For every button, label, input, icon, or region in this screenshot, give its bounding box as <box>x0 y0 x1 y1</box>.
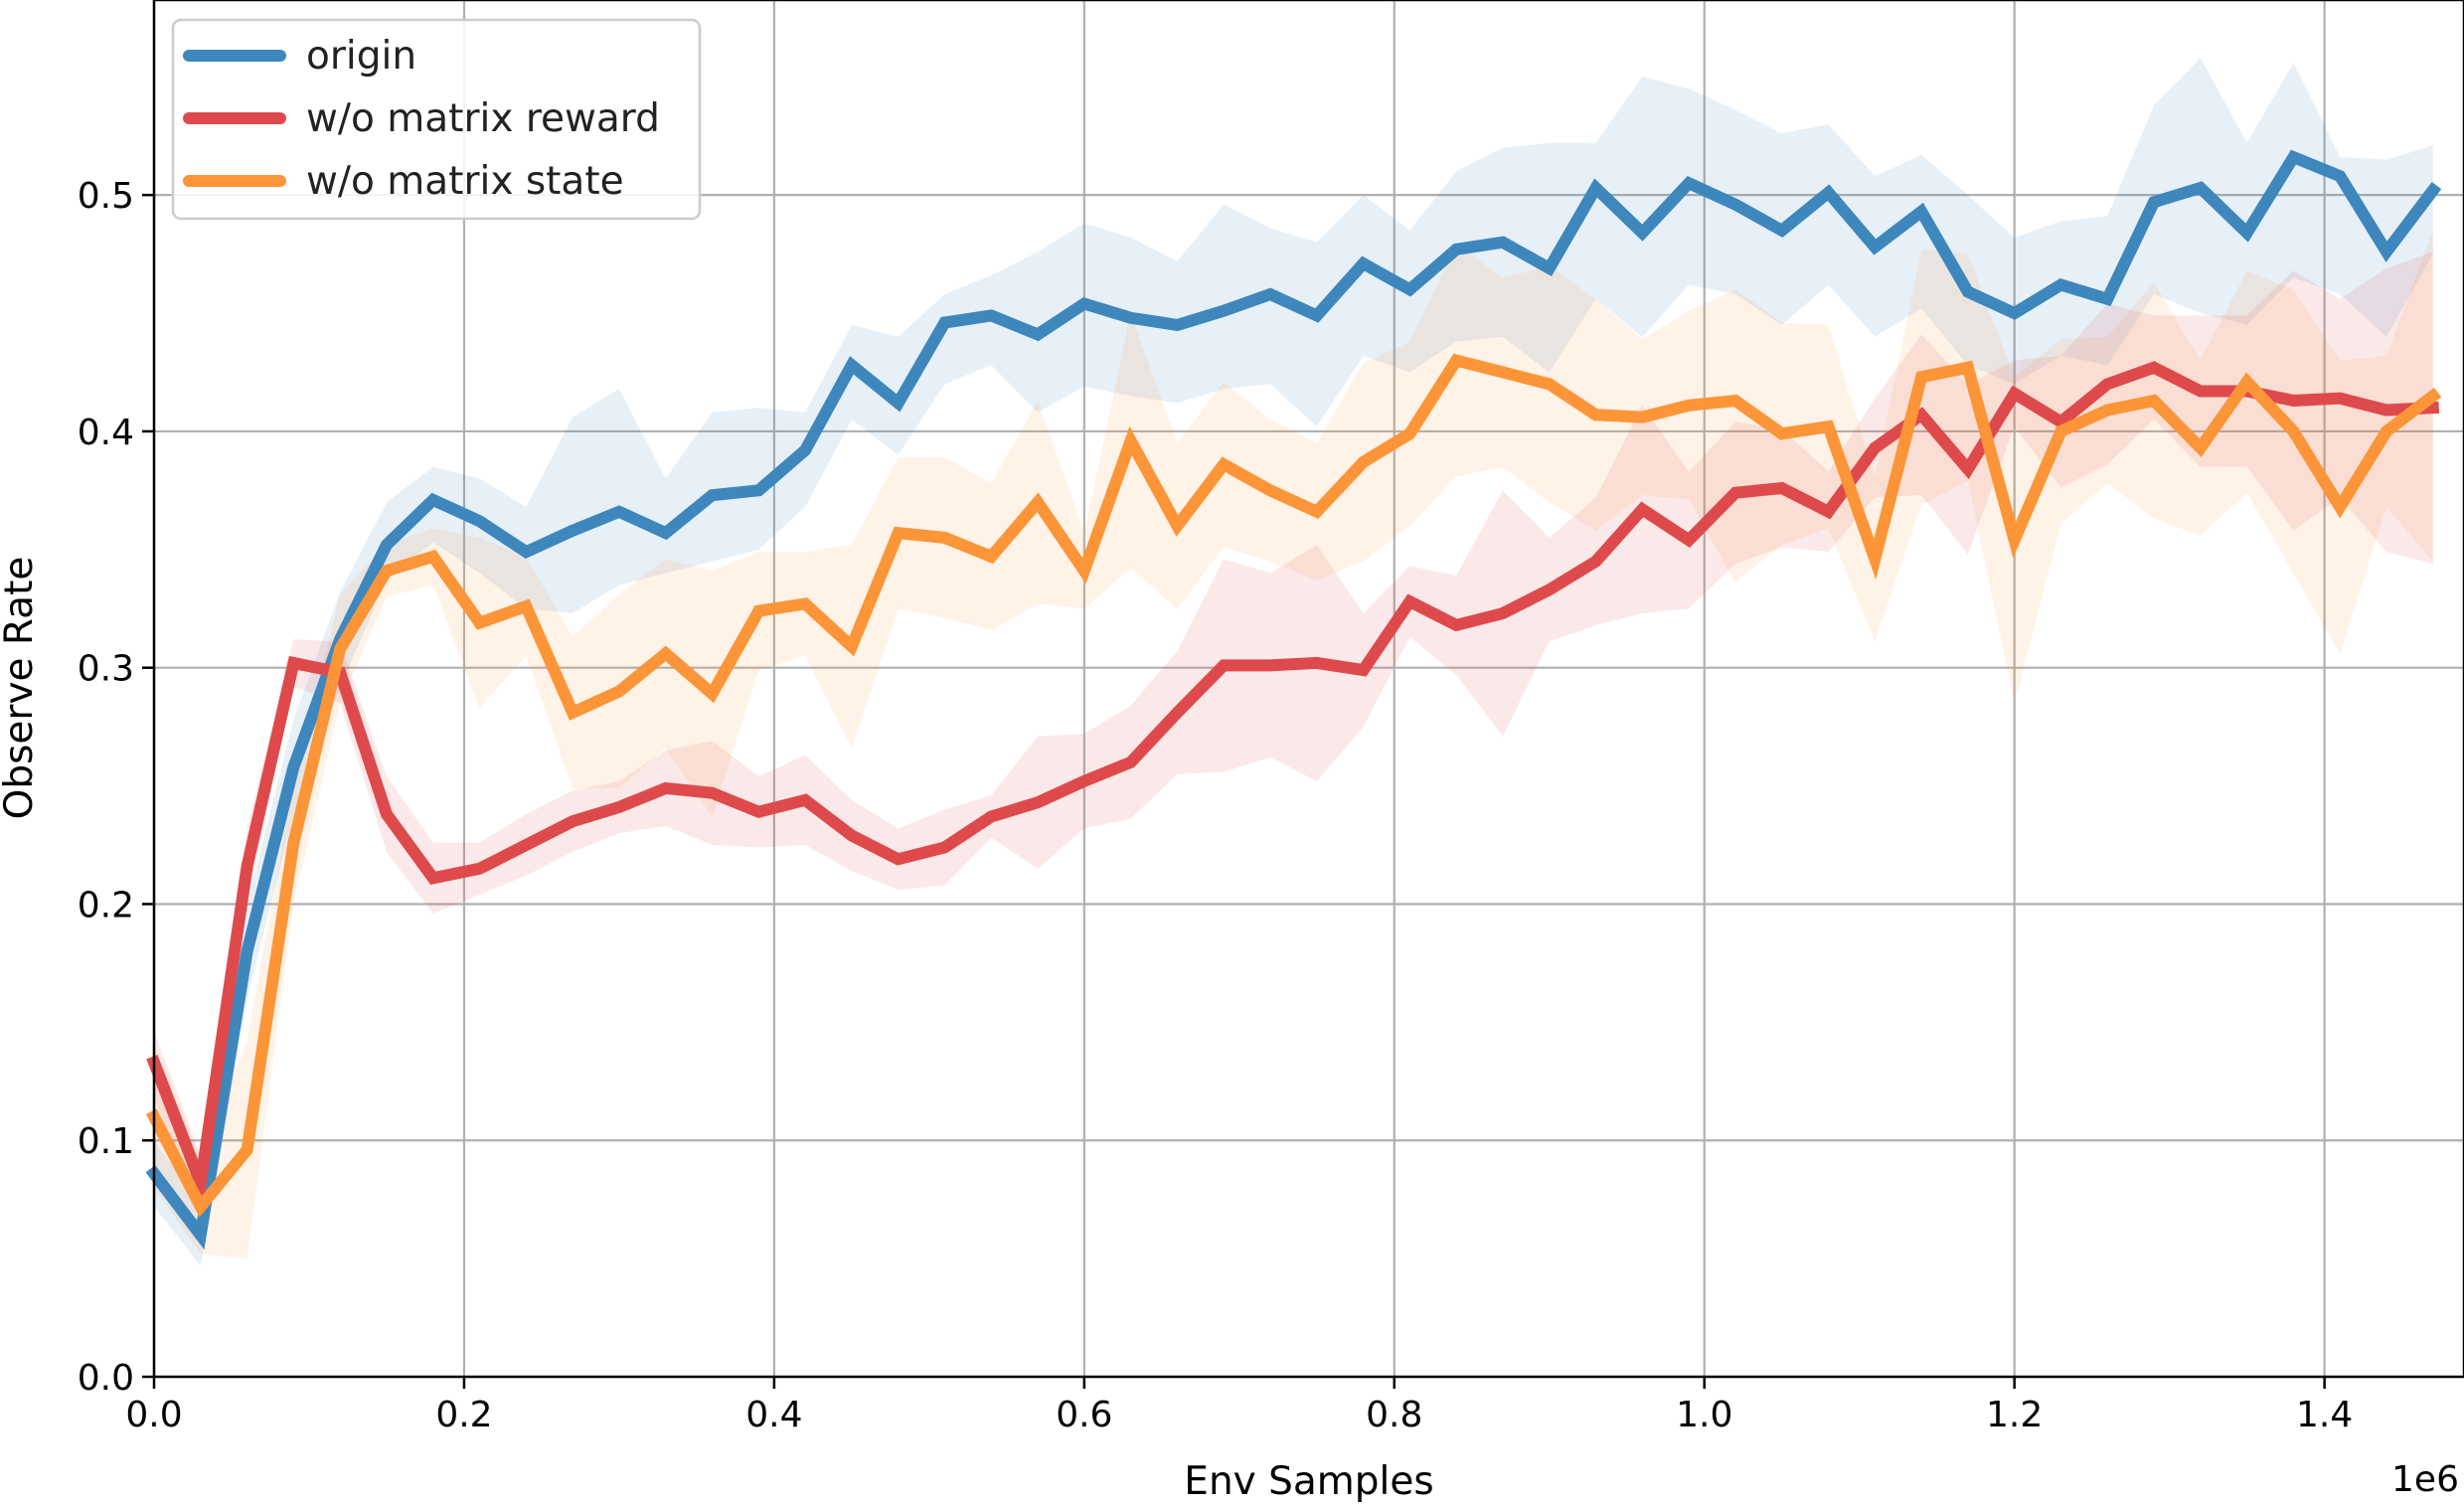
grid-layer <box>152 0 2464 1379</box>
x-tick-label: 0.4 <box>745 1395 802 1435</box>
legend-box <box>171 18 702 221</box>
y-tick-label: 0.2 <box>78 885 134 925</box>
x-axis-multiplier: 1e6 <box>2391 1459 2459 1500</box>
x-tick-label: 0.8 <box>1366 1395 1422 1435</box>
y-tick-label: 0.4 <box>78 413 134 453</box>
y-axis-title: Observe Rate <box>0 557 42 820</box>
legend-label-origin: origin <box>306 34 416 79</box>
x-tick-label: 1.4 <box>2296 1395 2353 1435</box>
x-tick-label: 0.0 <box>125 1395 182 1435</box>
y-tick-label: 0.1 <box>78 1121 134 1162</box>
x-tick-label: 1.2 <box>1986 1395 2043 1435</box>
x-tick-label: 0.2 <box>435 1395 492 1435</box>
legend-label-w-o-matrix-reward: w/o matrix reward <box>306 96 660 141</box>
axis-layer <box>152 0 2464 1379</box>
x-tick-label: 0.6 <box>1056 1395 1112 1435</box>
legend-label-w-o-matrix-state: w/o matrix state <box>306 159 624 204</box>
x-axis-title: Env Samples <box>1184 1459 1433 1504</box>
x-tick-label: 1.0 <box>1676 1395 1732 1435</box>
plot-frame <box>152 0 2464 1379</box>
band-w-o-matrix-reward <box>154 251 2433 1212</box>
series-line-w-o-matrix-reward <box>146 361 2440 1207</box>
series-line-origin <box>145 149 2442 1251</box>
tick-layer: 0.0 0.2 0.4 0.6 0.8 1.0 1.2 1.4 0.0 0.1 0.2 0.3 0.4 0… <box>78 176 2354 1435</box>
legend: origin w/o matrix reward w/o matrix state <box>171 18 702 221</box>
y-tick-label: 0.0 <box>78 1358 134 1399</box>
series-line-w-o-matrix-state <box>145 353 2442 1218</box>
series-line-layer <box>145 149 2442 1251</box>
band-w-o-matrix-state <box>154 230 2433 1259</box>
y-tick-label: 0.5 <box>78 176 134 217</box>
y-tick-label: 0.3 <box>78 649 134 690</box>
